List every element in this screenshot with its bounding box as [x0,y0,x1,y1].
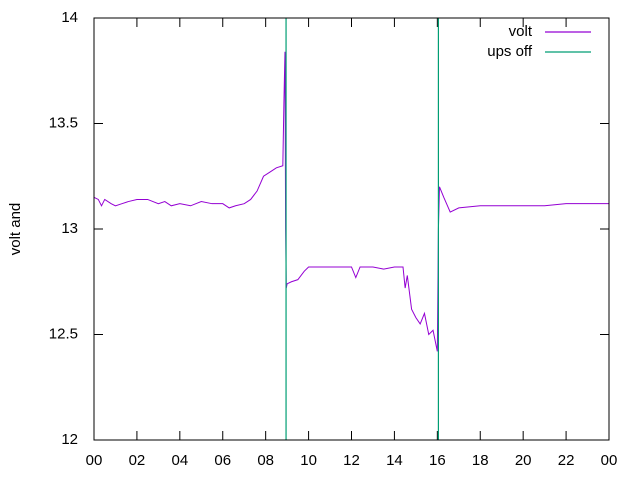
legend-label: ups off [487,43,533,60]
x-tick-label: 10 [300,452,317,469]
x-tick-label: 06 [214,452,231,469]
y-tick-label: 12 [61,431,78,448]
x-tick-label: 00 [86,452,103,469]
legend-label: volt [509,23,533,40]
x-tick-label: 16 [429,452,446,469]
x-tick-label: 00 [601,452,618,469]
y-tick-label: 12.5 [49,325,78,342]
y-tick-label: 13 [61,220,78,237]
plot-border [93,17,610,441]
x-tick-label: 18 [472,452,489,469]
x-tick-label: 02 [129,452,146,469]
x-tick-label: 12 [343,452,360,469]
x-tick-label: 20 [515,452,532,469]
x-tick-label: 08 [257,452,274,469]
x-tick-label: 04 [171,452,188,469]
y-axis-label: volt and [7,203,24,256]
y-tick-label: 13.5 [49,114,78,131]
x-tick-label: 22 [558,452,575,469]
y-tick-label: 14 [61,9,78,26]
x-tick-label: 14 [386,452,403,469]
data-line [93,51,609,352]
